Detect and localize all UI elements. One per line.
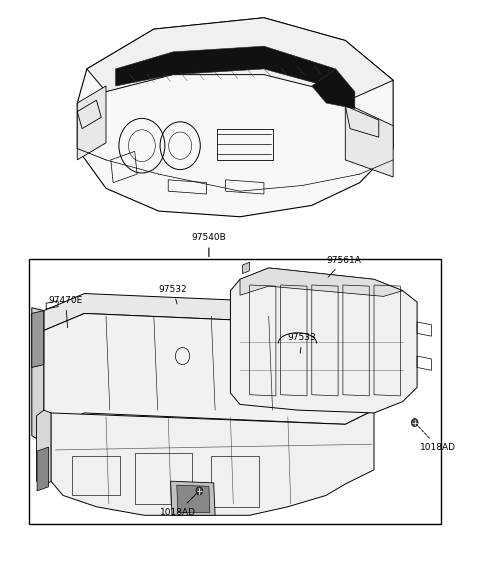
Bar xyxy=(29,259,441,524)
Polygon shape xyxy=(230,268,417,413)
Polygon shape xyxy=(177,485,210,512)
Polygon shape xyxy=(32,311,44,368)
Polygon shape xyxy=(240,268,403,296)
Text: 97532: 97532 xyxy=(158,284,187,304)
Polygon shape xyxy=(51,410,374,515)
Text: 1018AD: 1018AD xyxy=(160,493,197,517)
Polygon shape xyxy=(242,262,250,274)
Text: 97540B: 97540B xyxy=(192,233,226,256)
Polygon shape xyxy=(44,314,374,430)
Polygon shape xyxy=(87,18,393,97)
Circle shape xyxy=(411,418,418,426)
Polygon shape xyxy=(32,308,44,438)
Polygon shape xyxy=(37,447,48,491)
Circle shape xyxy=(196,487,203,495)
Text: 1018AD: 1018AD xyxy=(417,425,456,452)
Polygon shape xyxy=(170,481,215,515)
Polygon shape xyxy=(77,86,106,160)
Polygon shape xyxy=(345,103,393,177)
Polygon shape xyxy=(36,410,51,487)
Polygon shape xyxy=(44,294,374,331)
Polygon shape xyxy=(116,46,336,86)
Polygon shape xyxy=(77,18,393,217)
Text: 97470E: 97470E xyxy=(48,296,83,328)
Text: 97533: 97533 xyxy=(288,333,317,353)
Text: 97561A: 97561A xyxy=(326,255,361,277)
Polygon shape xyxy=(312,69,355,109)
